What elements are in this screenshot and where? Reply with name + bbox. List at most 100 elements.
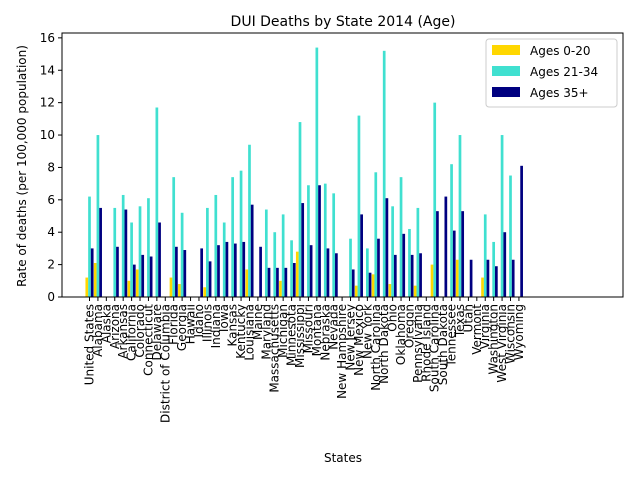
bar (175, 246, 178, 297)
x-tick-label: New Mexico (352, 304, 366, 376)
x-tick-label: Vermont (470, 304, 484, 355)
bar (458, 135, 462, 297)
bar (208, 261, 212, 297)
bar (349, 238, 352, 297)
x-tick-label: California (125, 304, 139, 361)
bar (281, 214, 285, 297)
bar (276, 267, 279, 297)
x-tick-label: Colorado (133, 304, 147, 358)
x-tick-label: Minnesota (285, 304, 299, 366)
x-tick-label: South Dakota (436, 304, 450, 385)
legend-swatch (492, 87, 520, 97)
x-tick-label: North Carolina (369, 304, 383, 391)
bar (385, 198, 389, 297)
bar (183, 250, 187, 297)
x-tick-label: Arkansas (116, 304, 130, 359)
bar (90, 248, 94, 297)
bar (214, 194, 218, 297)
x-tick-label: Florida (167, 304, 181, 345)
bar (436, 211, 439, 297)
bar (130, 222, 133, 297)
bar (388, 284, 392, 297)
bar (410, 254, 414, 297)
x-tick-label: Nebraska (318, 304, 332, 361)
bar (245, 269, 249, 297)
x-tick-label: Maryland (259, 304, 273, 360)
bar (267, 267, 271, 297)
bar (335, 253, 338, 297)
bar (290, 240, 293, 297)
bar (492, 241, 496, 297)
bar (495, 266, 498, 297)
bar (377, 238, 380, 297)
bar (301, 203, 305, 297)
y-tick-label: 2 (47, 258, 55, 272)
bar (391, 206, 394, 297)
bar (509, 175, 512, 297)
bar (93, 262, 97, 297)
bar (231, 177, 234, 297)
bar (486, 259, 490, 297)
bar (481, 277, 484, 297)
bar (469, 259, 473, 297)
bar (419, 253, 422, 297)
bar (132, 264, 136, 297)
bar (203, 287, 207, 297)
bar (85, 277, 89, 297)
bar (483, 214, 487, 297)
x-tick-label: Idaho (192, 304, 206, 337)
x-tick-label: Connecticut (141, 304, 155, 376)
bar (259, 246, 262, 297)
bar (500, 135, 504, 297)
bar (416, 207, 420, 297)
bar (503, 232, 507, 297)
bars (85, 47, 523, 297)
bar (273, 232, 277, 297)
bar (127, 280, 131, 297)
bar (279, 280, 282, 297)
bar (138, 206, 142, 297)
bar (250, 204, 254, 297)
bar (200, 248, 204, 297)
x-tick-label: Louisiana (242, 304, 256, 361)
bar (264, 209, 268, 297)
y-tick-label: 6 (47, 193, 55, 207)
bar (180, 212, 184, 297)
bar (307, 185, 310, 297)
x-tick-label: Missouri (301, 304, 315, 353)
x-tick-label: West Virginia (495, 304, 509, 383)
x-tick-label: Oregon (402, 304, 416, 348)
legend-label: Ages 35+ (530, 86, 589, 100)
x-tick-label: Utah (461, 304, 475, 332)
x-tick-label: Delaware (150, 304, 164, 361)
bar (147, 198, 150, 297)
bar (178, 284, 181, 297)
y-tick-label: 8 (47, 160, 55, 174)
bar (318, 185, 321, 297)
bar (520, 165, 523, 297)
x-ticks: United StatesAlabamaAlaskaArizonaArkansa… (83, 297, 526, 423)
x-tick-label: Pennsylvania (411, 304, 425, 383)
bar (239, 170, 243, 297)
x-tick-label: Indiana (209, 304, 223, 348)
x-tick-label: Rhode Island (419, 304, 433, 382)
bar (217, 245, 220, 297)
x-tick-label: Nevada (327, 304, 341, 350)
bar (225, 241, 229, 297)
x-tick-label: New Jersey (344, 304, 358, 371)
legend-swatch (492, 66, 520, 76)
x-tick-label: United States (83, 304, 97, 385)
legend-swatch (492, 45, 520, 55)
x-tick-label: Illinois (200, 304, 214, 342)
bar (295, 251, 299, 297)
x-tick-label: Alabama (91, 304, 105, 357)
bar (233, 243, 237, 297)
x-tick-label: New Hampshire (335, 304, 349, 399)
bar (393, 254, 397, 297)
bar (511, 259, 515, 297)
bar (433, 102, 437, 297)
bar (315, 47, 319, 297)
legend-label: Ages 21-34 (530, 65, 598, 79)
bar (408, 228, 411, 297)
